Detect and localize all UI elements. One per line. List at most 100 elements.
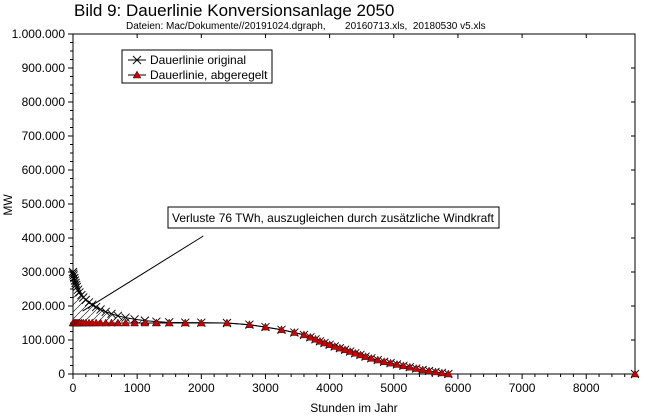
series-point-abgeregelt [437, 368, 447, 377]
y-tick-label: 700.000 [22, 129, 66, 143]
series-point-abgeregelt [379, 357, 389, 365]
y-tick-label: 800.000 [22, 95, 66, 109]
marker-stroke [107, 309, 116, 319]
series-point-abgeregelt [431, 367, 440, 376]
marker-stroke [69, 269, 78, 279]
y-tick-label: 600.000 [22, 163, 66, 177]
marker-stroke [69, 273, 79, 283]
series-point-abgeregelt [411, 364, 421, 372]
series-point-original [69, 273, 79, 283]
marker-stroke [71, 280, 81, 290]
legend-marker-x [132, 55, 142, 65]
series-point-abgeregelt [107, 318, 116, 327]
marker-stroke [72, 282, 82, 292]
marker-stroke [96, 305, 105, 314]
series-point-abgeregelt [299, 330, 309, 339]
marker-stroke [101, 307, 111, 317]
series-point-abgeregelt [392, 360, 402, 368]
y-tick-label: 200.000 [22, 299, 66, 313]
marker-stroke [113, 311, 123, 321]
x-tick-label: 6000 [445, 381, 472, 395]
x-tick-label: 2000 [188, 381, 215, 395]
y-tick-label: 300.000 [22, 265, 66, 279]
marker-stroke [84, 297, 94, 307]
x-axis-label: Stunden im Jahr [310, 401, 397, 415]
marker-stroke [121, 313, 130, 322]
series-point-abgeregelt [399, 361, 408, 370]
series-point-abgeregelt [418, 365, 427, 374]
series-line-1 [73, 322, 635, 375]
annotation-arrow [82, 235, 204, 312]
series-point-abgeregelt [345, 347, 355, 355]
x-tick-label: 3000 [252, 381, 279, 395]
series-point-abgeregelt [630, 369, 640, 378]
series-point-original [72, 282, 82, 292]
legend-marker-original [128, 55, 146, 65]
chart-subtitle: Dateien: Mac/Dokumente//20191024.dgraph,… [126, 21, 486, 32]
marker-stroke [75, 288, 84, 297]
series-point-abgeregelt [366, 353, 376, 362]
series-point-abgeregelt [330, 342, 340, 350]
x-tick-label: 8000 [573, 381, 600, 395]
series-point-abgeregelt [261, 322, 270, 331]
loss-hatch-area [73, 272, 227, 323]
annotation-text: Verluste 76 TWh, auszugleichen durch zus… [172, 211, 495, 225]
legend-marker-abgeregelt [128, 70, 146, 79]
series-point-abgeregelt [222, 318, 232, 327]
series-point-abgeregelt [152, 318, 161, 327]
series-point-abgeregelt [130, 318, 139, 327]
legend-marker-triangle [132, 70, 142, 79]
series-point-abgeregelt [424, 366, 434, 375]
axes: 0 100.000 200.000 300.000 400.000 500.000 600.… [12, 27, 636, 395]
y-axis-label: MW [1, 194, 15, 216]
series-point-original [121, 313, 130, 322]
series-point-abgeregelt [140, 318, 150, 327]
series-point-abgeregelt [121, 318, 130, 327]
series-point-abgeregelt [315, 336, 325, 345]
series-point-abgeregelt [164, 318, 174, 327]
series-point-original [69, 271, 78, 280]
series-point-abgeregelt [277, 325, 286, 333]
legend-label-abgeregelt: Dauerlinie, abgeregelt [150, 68, 268, 82]
series-point-original [96, 305, 105, 314]
x-tick-label: 5000 [380, 381, 407, 395]
series-point-abgeregelt [311, 334, 320, 343]
y-tick-label: 400.000 [22, 231, 66, 245]
marker-stroke [71, 278, 80, 288]
loss-area [73, 272, 227, 323]
series-point-original [107, 309, 116, 319]
x-tick-label: 1000 [124, 381, 151, 395]
series-point-abgeregelt [356, 350, 365, 359]
series-point-abgeregelt [335, 343, 345, 352]
annotation-box [167, 206, 500, 229]
series-point-abgeregelt [361, 352, 370, 360]
legend-label-original: Dauerlinie original [150, 53, 246, 67]
series-point-original [73, 285, 83, 294]
marker-stroke [132, 55, 142, 65]
marker-stroke [69, 271, 78, 280]
x-tick-label: 0 [70, 381, 77, 395]
y-tick-label: 100.000 [22, 333, 66, 347]
marker-stroke [81, 295, 91, 305]
x-tick-label: 4000 [316, 381, 343, 395]
legend-box [121, 49, 273, 84]
series-point-abgeregelt [405, 362, 415, 371]
series-point-abgeregelt [350, 348, 360, 357]
series-point-abgeregelt [196, 318, 206, 327]
series-point-original [101, 307, 111, 317]
series-point-abgeregelt [320, 338, 329, 347]
series-point-abgeregelt [113, 318, 123, 327]
marker-stroke [73, 285, 83, 294]
series-point-original [113, 311, 123, 321]
series-point-original [75, 288, 84, 297]
series-point-abgeregelt [180, 318, 190, 327]
series-point-abgeregelt [443, 369, 453, 378]
y-tick-label: 0 [58, 367, 65, 381]
x-tick-label: 7000 [509, 381, 536, 395]
series-point-abgeregelt [306, 332, 315, 341]
annotation: Verluste 76 TWh, auszugleichen durch zus… [82, 206, 500, 312]
marker-stroke [91, 302, 101, 312]
series-point-abgeregelt [325, 340, 334, 348]
series-point-abgeregelt [386, 358, 395, 367]
